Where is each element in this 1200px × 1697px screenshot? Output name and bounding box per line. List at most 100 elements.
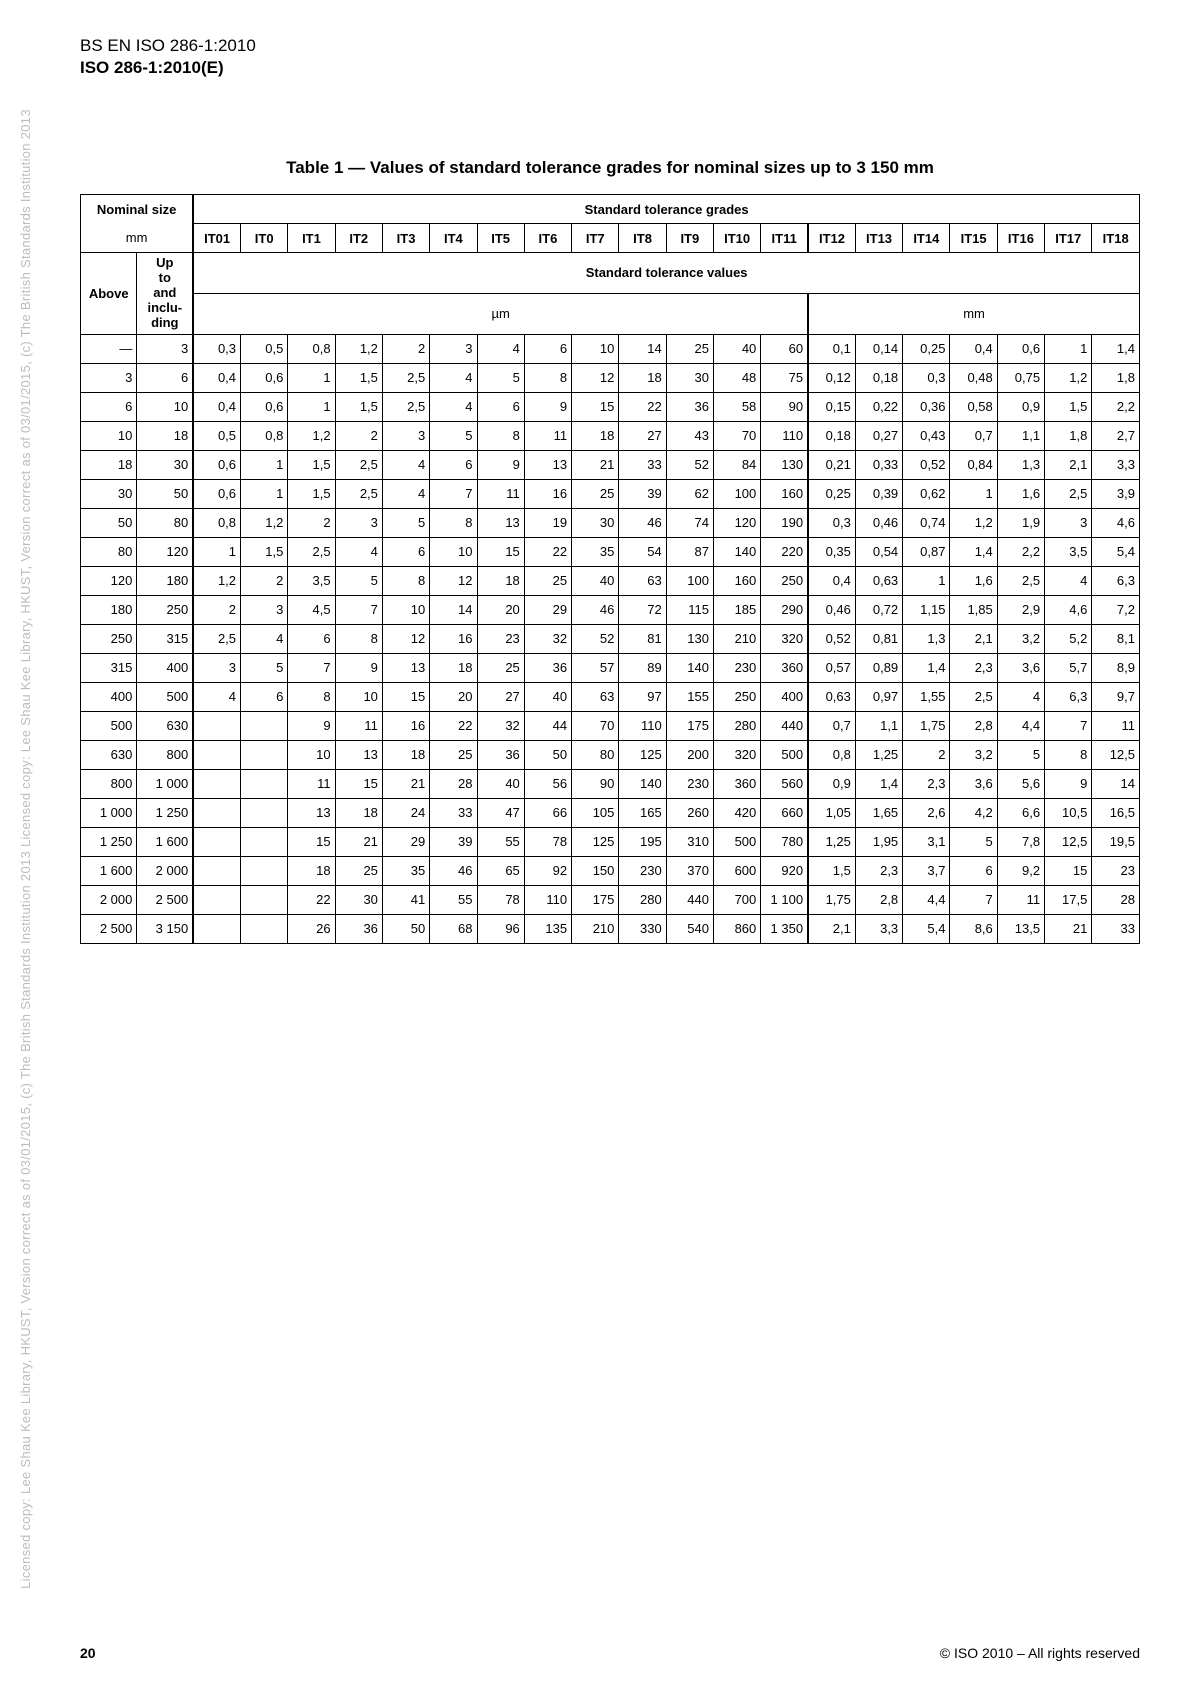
cell-value: 40	[524, 682, 571, 711]
cell-value: 2,6	[903, 798, 950, 827]
cell-value: 0,6	[997, 334, 1044, 363]
col-it4: IT4	[430, 224, 477, 253]
cell-value: 1,5	[241, 537, 288, 566]
cell-value: 0,74	[903, 508, 950, 537]
cell-value: 0,33	[855, 450, 902, 479]
cell-value: 100	[713, 479, 760, 508]
cell-above: 3	[81, 363, 137, 392]
cell-value: 50	[382, 914, 429, 943]
cell-value: 18	[288, 856, 335, 885]
standard-ref-1: BS EN ISO 286-1:2010	[80, 36, 1140, 56]
cell-value: 81	[619, 624, 666, 653]
cell-value: 1	[288, 363, 335, 392]
cell-value: 0,4	[193, 392, 240, 421]
cell-above: 120	[81, 566, 137, 595]
cell-value: 2,9	[997, 595, 1044, 624]
cell-upto: 3 150	[137, 914, 193, 943]
cell-value: 3,5	[288, 566, 335, 595]
cell-value: 11	[477, 479, 524, 508]
cell-value: 920	[761, 856, 808, 885]
cell-value: 8	[430, 508, 477, 537]
cell-upto: 30	[137, 450, 193, 479]
cell-value: 33	[1092, 914, 1140, 943]
col-it9: IT9	[666, 224, 713, 253]
cell-value: 72	[619, 595, 666, 624]
cell-value: 46	[430, 856, 477, 885]
cell-value: 1	[193, 537, 240, 566]
col-upto: Uptoandinclu-ding	[137, 253, 193, 335]
cell-value	[193, 856, 240, 885]
cell-value: 14	[430, 595, 477, 624]
cell-value: 2,5	[382, 363, 429, 392]
cell-value: 52	[572, 624, 619, 653]
cell-value: 8	[1045, 740, 1092, 769]
cell-value: 9,7	[1092, 682, 1140, 711]
cell-value: 0,97	[855, 682, 902, 711]
cell-value: 7,2	[1092, 595, 1140, 624]
cell-value: 18	[619, 363, 666, 392]
col-it3: IT3	[382, 224, 429, 253]
cell-value: 3	[335, 508, 382, 537]
cell-value: 5,2	[1045, 624, 1092, 653]
cell-value: 115	[666, 595, 713, 624]
cell-value: 1,4	[855, 769, 902, 798]
cell-value: 6	[382, 537, 429, 566]
cell-value: 8	[382, 566, 429, 595]
cell-value: 0,48	[950, 363, 997, 392]
cell-value: 55	[430, 885, 477, 914]
cell-value: 0,3	[808, 508, 855, 537]
cell-value: 1	[241, 479, 288, 508]
cell-value: 65	[477, 856, 524, 885]
cell-value: 9	[1045, 769, 1092, 798]
col-it12: IT12	[808, 224, 855, 253]
cell-value: 1,25	[855, 740, 902, 769]
cell-value: 80	[572, 740, 619, 769]
cell-value	[241, 740, 288, 769]
col-nominal-unit: mm	[81, 224, 194, 253]
cell-value: 97	[619, 682, 666, 711]
cell-value: 5	[997, 740, 1044, 769]
cell-value: 2	[903, 740, 950, 769]
col-it16: IT16	[997, 224, 1044, 253]
cell-value: 16	[382, 711, 429, 740]
cell-value: 500	[713, 827, 760, 856]
cell-value: 100	[666, 566, 713, 595]
cell-value: 70	[572, 711, 619, 740]
cell-value: 16,5	[1092, 798, 1140, 827]
cell-value: 78	[524, 827, 571, 856]
cell-value: 700	[713, 885, 760, 914]
cell-value	[193, 798, 240, 827]
cell-value: 43	[666, 421, 713, 450]
cell-above: 1 250	[81, 827, 137, 856]
cell-value: 5,4	[1092, 537, 1140, 566]
license-watermark: Licensed copy: Lee Shau Kee Library, HKU…	[18, 109, 35, 1589]
cell-value: 3,6	[950, 769, 997, 798]
cell-value: 2,5	[335, 479, 382, 508]
cell-value: 0,5	[193, 421, 240, 450]
cell-value: 130	[666, 624, 713, 653]
cell-upto: 2 000	[137, 856, 193, 885]
cell-value: 1,8	[1092, 363, 1140, 392]
cell-above: 800	[81, 769, 137, 798]
col-it13: IT13	[855, 224, 902, 253]
cell-value: 87	[666, 537, 713, 566]
cell-value: 41	[382, 885, 429, 914]
cell-value: 860	[713, 914, 760, 943]
cell-value: 0,9	[808, 769, 855, 798]
cell-value: 30	[335, 885, 382, 914]
cell-value: 6	[241, 682, 288, 711]
cell-value: 3,5	[1045, 537, 1092, 566]
cell-value: 27	[477, 682, 524, 711]
cell-above: 80	[81, 537, 137, 566]
cell-value: 0,75	[997, 363, 1044, 392]
cell-value: 1,5	[288, 450, 335, 479]
cell-value: 50	[524, 740, 571, 769]
cell-upto: 80	[137, 508, 193, 537]
cell-value: 19,5	[1092, 827, 1140, 856]
cell-value: 0,63	[808, 682, 855, 711]
cell-value: 3,3	[1092, 450, 1140, 479]
cell-value: 25	[477, 653, 524, 682]
cell-value: 210	[713, 624, 760, 653]
cell-value: 1,4	[1092, 334, 1140, 363]
cell-value: 6,3	[1045, 682, 1092, 711]
